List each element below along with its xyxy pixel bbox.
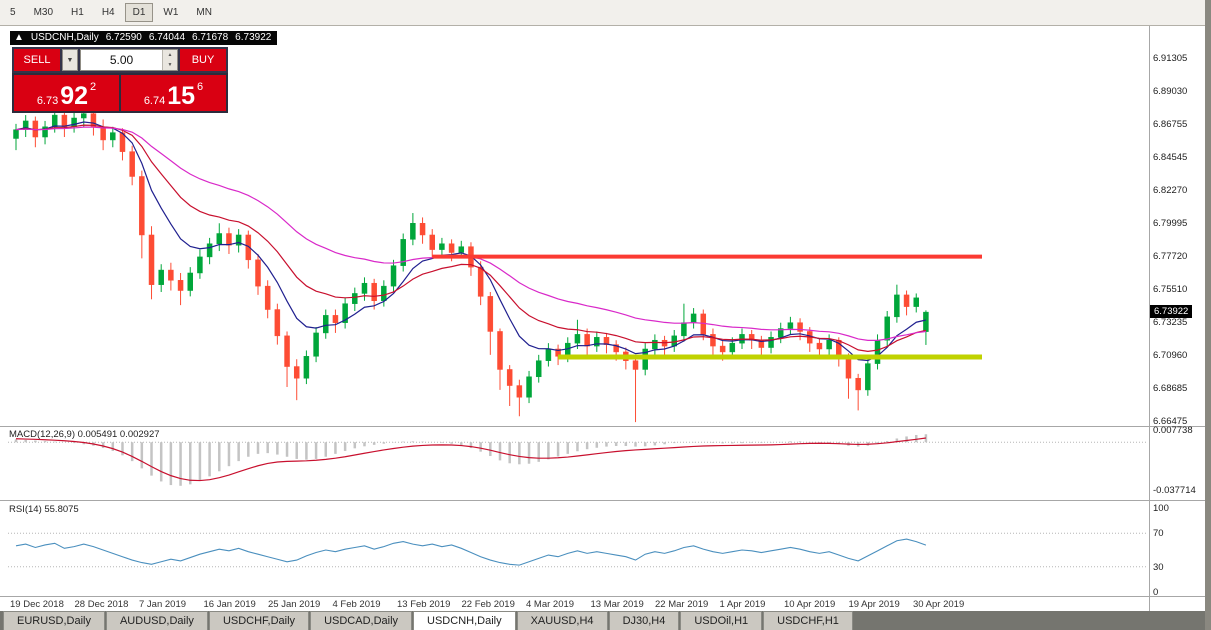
current-price-badge: 6.73922 — [1150, 305, 1193, 319]
high-value: 6.74044 — [148, 32, 186, 43]
tab-audusd-daily[interactable]: AUDUSD,Daily — [105, 611, 208, 630]
sell-price-sup: 2 — [90, 81, 97, 93]
time-axis-label: 16 Jan 2019 — [203, 599, 256, 610]
price-axis-label: 6.73235 — [1153, 317, 1188, 328]
volume-input[interactable]: 5.00 ▲ ▼ — [80, 49, 178, 71]
buy-button[interactable]: BUY — [180, 49, 226, 71]
close-value: 6.73922 — [235, 32, 272, 43]
time-axis-label: 1 Apr 2019 — [719, 599, 766, 610]
chart-tabs-bar: EURUSD,Daily AUDUSD,Daily USDCHF,Daily U… — [0, 611, 1211, 630]
low-value: 6.71678 — [192, 32, 229, 43]
price-axis-label: 6.79995 — [1153, 218, 1188, 229]
rsi-axis-label: 100 — [1153, 503, 1169, 514]
tab-eurusd-daily[interactable]: EURUSD,Daily — [3, 611, 105, 630]
timeframe-button-h1[interactable]: H1 — [63, 3, 92, 22]
timeframe-button-d1[interactable]: D1 — [124, 3, 154, 22]
macd-indicator-label: MACD(12,26,9) 0.005491 0.002927 — [9, 429, 160, 440]
price-axis-label: 6.77720 — [1153, 251, 1188, 262]
rsi-axis-label: 0 — [1153, 587, 1159, 598]
tab-usdchf-h1[interactable]: USDCHF,H1 — [763, 611, 853, 630]
rsi-indicator-label: RSI(14) 55.8075 — [9, 504, 79, 515]
time-axis-label: 13 Mar 2019 — [590, 599, 644, 610]
tab-dj30-h4[interactable]: DJ30,H4 — [608, 611, 680, 630]
timeframe-button-m30[interactable]: M30 — [26, 3, 61, 22]
sell-price-button[interactable]: 6.73 92 2 — [14, 75, 119, 111]
price-axis-label: 6.68685 — [1153, 383, 1188, 394]
volume-decrease-button[interactable]: ▼ — [163, 60, 177, 70]
chart-info-box: ▲ USDCNH,Daily 6.72590 6.74044 6.71678 6… — [10, 31, 278, 45]
time-axis-label: 13 Feb 2019 — [397, 599, 451, 610]
volume-dropdown-button[interactable]: ▼ — [62, 49, 78, 71]
buy-price-big: 15 — [167, 82, 196, 110]
time-axis-label: 25 Jan 2019 — [268, 599, 321, 610]
macd-axis-label: -0.037714 — [1153, 485, 1196, 496]
timeframe-button-h4[interactable]: H4 — [94, 3, 123, 22]
buy-price-sup: 6 — [197, 81, 204, 93]
tab-usdoil-h1[interactable]: USDOil,H1 — [680, 611, 763, 630]
volume-stepper: ▲ ▼ — [162, 50, 177, 70]
timeframe-button-m5[interactable]: 5 — [2, 3, 24, 22]
collapse-arrow-icon[interactable]: ▲ — [14, 32, 24, 43]
price-axis-label: 6.70960 — [1153, 350, 1188, 361]
time-axis-label: 4 Mar 2019 — [526, 599, 575, 610]
buy-price-button[interactable]: 6.74 15 6 — [121, 75, 226, 111]
window-edge — [1205, 0, 1211, 630]
price-axis-label: 6.91305 — [1153, 53, 1188, 64]
time-axis-label: 28 Dec 2018 — [74, 599, 129, 610]
tab-xauusd-h4[interactable]: XAUUSD,H4 — [516, 611, 608, 630]
time-axis-label: 4 Feb 2019 — [332, 599, 381, 610]
rsi-axis-label: 70 — [1153, 528, 1164, 539]
timeframe-button-mn[interactable]: MN — [188, 3, 220, 22]
price-axis-label: 6.84545 — [1153, 152, 1188, 163]
price-axis-label: 6.82270 — [1153, 185, 1188, 196]
open-value: 6.72590 — [105, 32, 142, 43]
macd-axis-label: 0.007738 — [1153, 425, 1193, 436]
time-axis-label: 19 Dec 2018 — [10, 599, 64, 610]
volume-increase-button[interactable]: ▲ — [163, 50, 177, 60]
sell-button[interactable]: SELL — [14, 49, 60, 71]
time-axis-label: 30 Apr 2019 — [913, 599, 965, 610]
timeframe-toolbar: 5 M30 H1 H4 D1 W1 MN — [0, 0, 1211, 26]
time-axis-label: 22 Mar 2019 — [655, 599, 709, 610]
sell-price-big: 92 — [60, 82, 89, 110]
price-axis-label: 6.86755 — [1153, 119, 1188, 130]
rsi-axis-label: 30 — [1153, 562, 1164, 573]
time-axis-label: 22 Feb 2019 — [461, 599, 515, 610]
price-axis-label: 6.75510 — [1153, 284, 1188, 295]
tab-usdchf-daily[interactable]: USDCHF,Daily — [208, 611, 310, 630]
sell-price-small: 6.73 — [36, 95, 59, 107]
time-axis-label: 7 Jan 2019 — [139, 599, 187, 610]
time-axis-label: 19 Apr 2019 — [848, 599, 900, 610]
tab-usdcad-daily[interactable]: USDCAD,Daily — [310, 611, 413, 630]
buy-price-small: 6.74 — [143, 95, 166, 107]
volume-value: 5.00 — [109, 53, 134, 67]
time-axis-label: 10 Apr 2019 — [784, 599, 836, 610]
tab-usdcnh-daily[interactable]: USDCNH,Daily — [413, 611, 516, 630]
timeframe-button-w1[interactable]: W1 — [155, 3, 186, 22]
chart-symbol-label: USDCNH,Daily — [30, 32, 99, 43]
one-click-trade-panel: SELL ▼ 5.00 ▲ ▼ BUY 6.73 92 2 6.74 15 6 — [12, 47, 228, 113]
price-axis-label: 6.89030 — [1153, 86, 1188, 97]
price-axis-label: 6.66475 — [1153, 416, 1188, 427]
